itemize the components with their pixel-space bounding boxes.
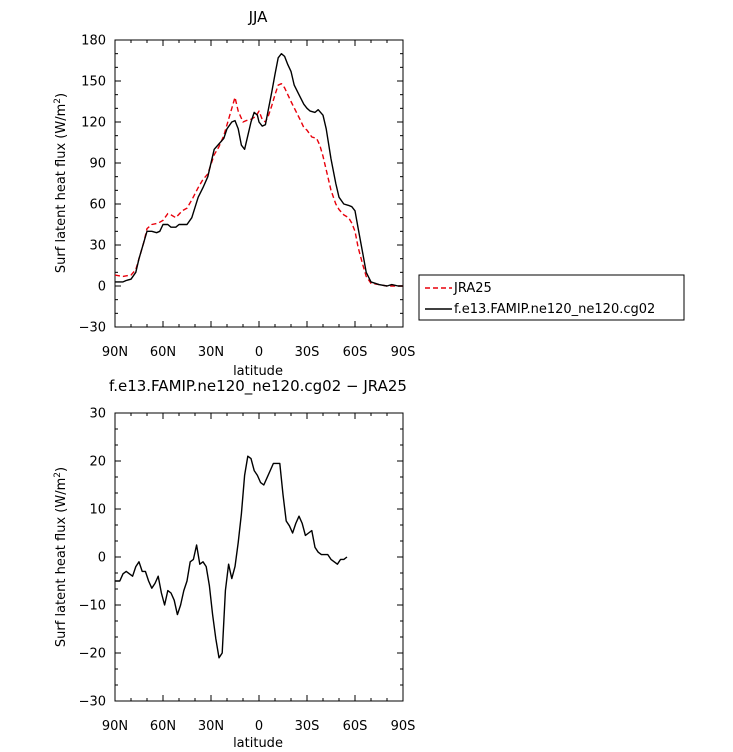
legend-label-famip: f.e13.FAMIP.ne120_ne120.cg02 xyxy=(454,302,655,317)
bottom-y-tick-label: 20 xyxy=(89,455,106,470)
bottom-x-ticks: 90N 60N 30N 0 30S 60S 90S xyxy=(102,413,416,734)
bottom-y-axis-label: Surf latent heat flux (W/m2) xyxy=(53,467,69,647)
top-x-tick-label: 30N xyxy=(198,345,224,360)
top-x-tick-label: 60N xyxy=(150,345,176,360)
top-x-axis-label: latitude xyxy=(233,364,283,379)
bottom-y-tick-label: −10 xyxy=(79,599,106,614)
top-y-axis-label: Surf latent heat flux (W/m2) xyxy=(53,93,69,273)
bottom-series-group xyxy=(115,455,348,659)
bottom-plot-frame xyxy=(114,412,404,702)
bottom-y-tick-label: −20 xyxy=(79,647,106,662)
top-y-tick-label: 90 xyxy=(89,157,106,172)
top-x-ticks: 90N 60N 30N 0 30S 60S 90S xyxy=(102,40,416,360)
top-series-line-0 xyxy=(114,83,403,287)
bottom-x-tick-label: 60S xyxy=(343,719,368,734)
top-x-tick-label: 90N xyxy=(102,345,128,360)
top-panel: JJA −30 0 30 60 90 120 150 180 90N 60N 30N 0 30S 60S… xyxy=(53,8,685,379)
top-y-tick-label: −30 xyxy=(79,321,106,336)
top-y-tick-label: 120 xyxy=(81,116,106,131)
top-y-tick-label: 150 xyxy=(81,75,106,90)
bottom-x-axis-label: latitude xyxy=(233,736,283,751)
bottom-y-tick-label: 30 xyxy=(89,407,106,422)
bottom-x-tick-label: 0 xyxy=(255,719,263,734)
top-y-tick-label: 180 xyxy=(81,34,106,49)
bottom-y-tick-label: 10 xyxy=(89,503,106,518)
top-title: JJA xyxy=(248,8,269,26)
top-y-tick-label: 0 xyxy=(98,280,106,295)
top-x-tick-label: 60S xyxy=(343,345,368,360)
bottom-y-ticks: −30 −20 −10 0 10 20 30 xyxy=(79,407,403,710)
top-y-tick-label: 30 xyxy=(89,239,106,254)
top-x-tick-label: 90S xyxy=(391,345,416,360)
bottom-x-tick-label: 90N xyxy=(102,719,128,734)
bottom-series-line-0 xyxy=(115,455,348,659)
bottom-x-tick-label: 30N xyxy=(198,719,224,734)
bottom-title: f.e13.FAMIP.ne120_ne120.cg02 − JRA25 xyxy=(109,377,407,396)
bottom-panel: f.e13.FAMIP.ne120_ne120.cg02 − JRA25 −30… xyxy=(53,377,415,751)
top-plot-frame xyxy=(114,39,404,328)
bottom-y-tick-label: −30 xyxy=(79,695,106,710)
top-series-line-1 xyxy=(115,53,403,287)
bottom-x-tick-label: 60N xyxy=(150,719,176,734)
top-series-group xyxy=(114,53,403,287)
top-x-tick-label: 0 xyxy=(255,345,263,360)
legend: JRA25 f.e13.FAMIP.ne120_ne120.cg02 xyxy=(418,274,685,321)
bottom-x-tick-label: 30S xyxy=(295,719,320,734)
bottom-y-tick-label: 0 xyxy=(98,551,106,566)
top-y-ticks: −30 0 30 60 90 120 150 180 xyxy=(79,34,403,336)
legend-box xyxy=(418,274,685,321)
top-x-tick-label: 30S xyxy=(295,345,320,360)
bottom-x-tick-label: 90S xyxy=(391,719,416,734)
top-y-tick-label: 60 xyxy=(89,198,106,213)
legend-label-jra25: JRA25 xyxy=(453,281,492,296)
